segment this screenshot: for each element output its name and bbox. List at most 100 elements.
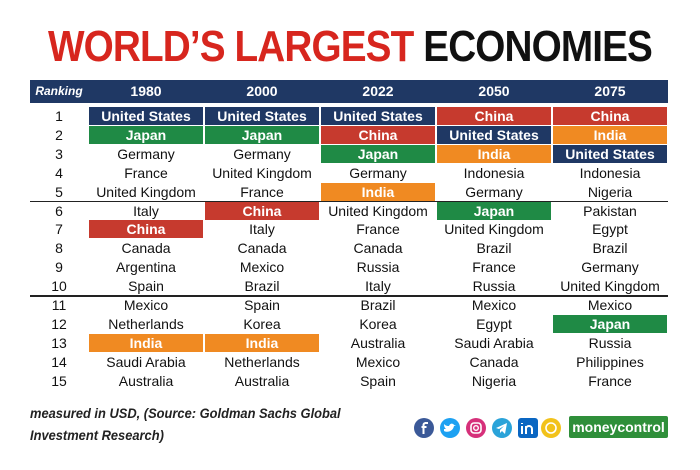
country-cell: Russia (472, 278, 516, 295)
rank-cell: 4 (55, 164, 63, 181)
country-cell: Japan (553, 314, 667, 333)
rank-cell: 11 (51, 297, 67, 313)
country-cell: Philippines (576, 353, 644, 370)
country-cell: Netherlands (108, 315, 184, 332)
brand-logo: moneycontrol (569, 416, 668, 438)
rank-cell: 12 (51, 315, 67, 332)
title: WORLD’S LARGEST ECONOMIES (42, 22, 658, 72)
country-cell: Canada (469, 353, 519, 370)
country-cell: Nigeria (587, 183, 633, 200)
country-cell: Italy (365, 278, 391, 295)
country-cell: United States (553, 144, 667, 163)
country-cell: Egypt (592, 221, 628, 238)
source-line: Investment Research) (30, 427, 164, 443)
country-cell: France (472, 259, 516, 276)
country-cell: Japan (205, 125, 319, 144)
country-cell: United States (205, 107, 319, 125)
country-cell: Germany (349, 164, 407, 181)
country-cell: Russia (356, 259, 400, 276)
country-cell: Mexico (355, 353, 401, 370)
country-cell: Australia (234, 372, 290, 389)
country-cell: India (321, 182, 435, 201)
country-cell: Germany (117, 145, 175, 162)
country-cell: France (356, 221, 400, 238)
group-separator (30, 200, 668, 202)
country-cell: Nigeria (471, 372, 517, 389)
source-note: measured in USD, (Source: Goldman Sachs … (30, 402, 341, 446)
country-cell: Brazil (592, 240, 628, 257)
source-line: measured in USD, (Source: Goldman Sachs … (30, 405, 341, 421)
country-cell: Australia (118, 372, 174, 389)
social-icons (414, 418, 561, 438)
country-cell: Indonesia (579, 164, 641, 181)
rank-cell: 9 (55, 259, 63, 276)
country-cell: United States (437, 125, 551, 144)
country-cell: Canada (237, 240, 287, 257)
country-cell: Canada (121, 240, 171, 257)
country-cell: Australia (350, 334, 406, 351)
icon-glyph (473, 424, 480, 431)
rank-cell: 1 (55, 108, 63, 124)
rank-cell: 6 (55, 202, 63, 219)
country-cell: Saudi Arabia (454, 334, 534, 351)
rank-cell: 15 (51, 372, 67, 389)
country-cell: United Kingdom (96, 183, 196, 200)
country-cell: United Kingdom (212, 164, 312, 181)
country-cell: Canada (353, 240, 403, 257)
icon-coin (541, 418, 561, 438)
title-highlight: WORLD’S LARGEST (47, 22, 414, 71)
group-separator (30, 295, 668, 297)
country-cell: Mexico (471, 297, 517, 313)
country-cell: United States (89, 107, 203, 125)
table: Ranking 1980 2000 2022 2050 2075 1 United State… (30, 80, 668, 392)
country-cell: United Kingdom (560, 278, 660, 295)
country-cell: Italy (249, 221, 275, 238)
country-cell: United States (321, 107, 435, 125)
country-cell: Japan (437, 201, 551, 220)
column-header: 2000 (246, 83, 278, 99)
country-cell: India (553, 125, 667, 144)
icon-glyph (521, 423, 533, 434)
country-cell: Saudi Arabia (106, 353, 186, 370)
title-rest: ECONOMIES (423, 22, 653, 71)
icon-glyph (545, 422, 557, 434)
country-cell: Russia (588, 334, 632, 351)
column-header: Ranking (35, 84, 83, 98)
country-cell: France (240, 183, 284, 200)
country-cell: Indonesia (463, 164, 525, 181)
country-cell: Netherlands (224, 353, 300, 370)
header-bar (30, 80, 668, 103)
country-cell: China (89, 220, 203, 239)
country-cell: Japan (89, 125, 203, 144)
country-cell: Korea (243, 315, 281, 332)
country-cell: Germany (233, 145, 291, 162)
country-cell: Germany (465, 183, 523, 200)
rank-cell: 5 (55, 183, 63, 200)
country-cell: France (124, 164, 168, 181)
country-cell: Pakistan (583, 202, 637, 219)
rank-cell: 3 (55, 145, 63, 162)
country-cell: Japan (321, 144, 435, 163)
country-cell: Korea (359, 315, 397, 332)
country-cell: United Kingdom (328, 202, 428, 219)
rank-cell: 10 (51, 278, 67, 295)
country-cell: India (89, 333, 203, 352)
country-cell: Germany (581, 259, 639, 276)
country-cell: China (437, 107, 551, 125)
rank-cell: 13 (51, 334, 67, 351)
country-cell: China (321, 125, 435, 144)
icon-glyph (444, 423, 456, 432)
country-cell: Egypt (476, 315, 512, 332)
country-cell: China (553, 107, 667, 125)
country-cell: Brazil (244, 278, 280, 295)
icon-instagram (466, 418, 486, 438)
rank-cell: 8 (55, 240, 63, 257)
column-header: 2050 (478, 83, 510, 99)
country-cell: France (588, 372, 632, 389)
country-cell: Spain (244, 297, 280, 313)
country-cell: Mexico (123, 297, 169, 313)
country-cell: Brazil (476, 240, 512, 257)
country-cell: Mexico (587, 297, 633, 313)
rank-cell: 7 (55, 221, 63, 238)
